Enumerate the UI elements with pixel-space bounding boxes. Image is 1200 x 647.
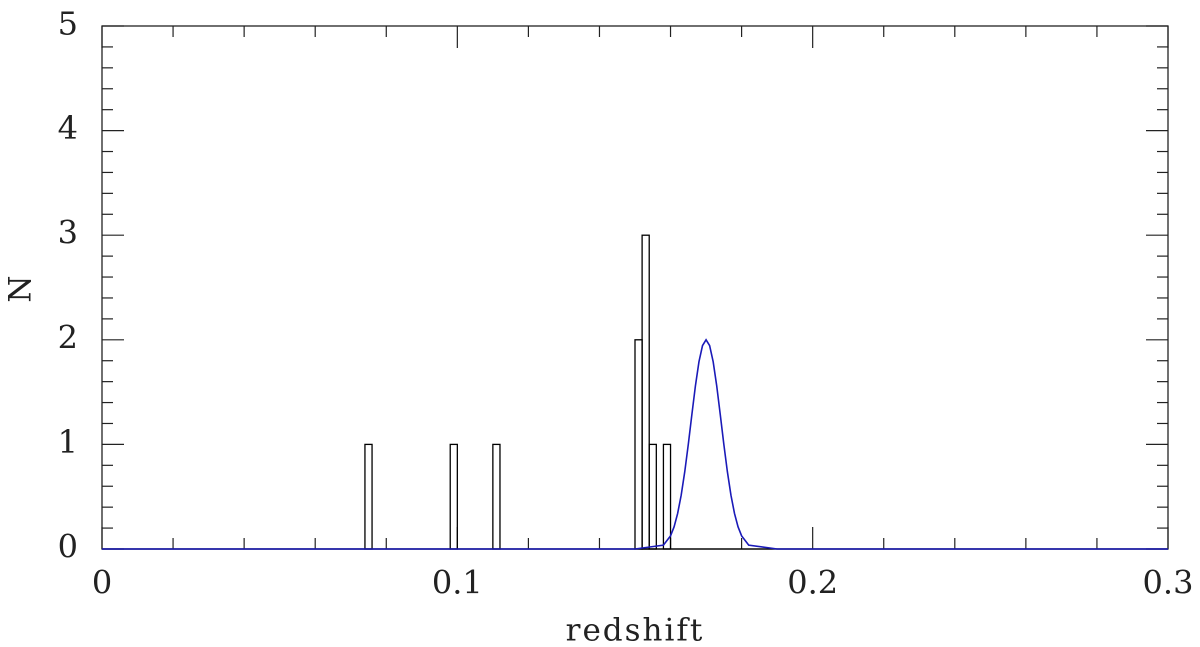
histogram-bar [634, 339, 643, 550]
y-tick-label: 3 [58, 214, 78, 252]
x-tick-label: 0 [92, 564, 112, 602]
y-tick-label: 5 [58, 5, 78, 43]
y-tick-label: 4 [58, 109, 78, 147]
histogram-bar [641, 234, 650, 550]
histogram-bar [492, 443, 501, 550]
x-axis-label: redshift [566, 613, 705, 647]
histogram-bar [449, 443, 458, 550]
histogram-bar [662, 443, 672, 550]
y-tick-label: 1 [58, 423, 78, 461]
fit-curve [102, 338, 1168, 550]
histogram-bar [364, 443, 373, 550]
x-tick-label: 0.1 [432, 564, 483, 602]
x-tick-label: 0.3 [1143, 564, 1194, 602]
y-axis-label: N [3, 273, 39, 302]
y-tick-label: 2 [58, 318, 78, 356]
histogram-bar [648, 443, 657, 550]
y-tick-label: 0 [58, 528, 78, 566]
x-tick-label: 0.2 [787, 564, 838, 602]
